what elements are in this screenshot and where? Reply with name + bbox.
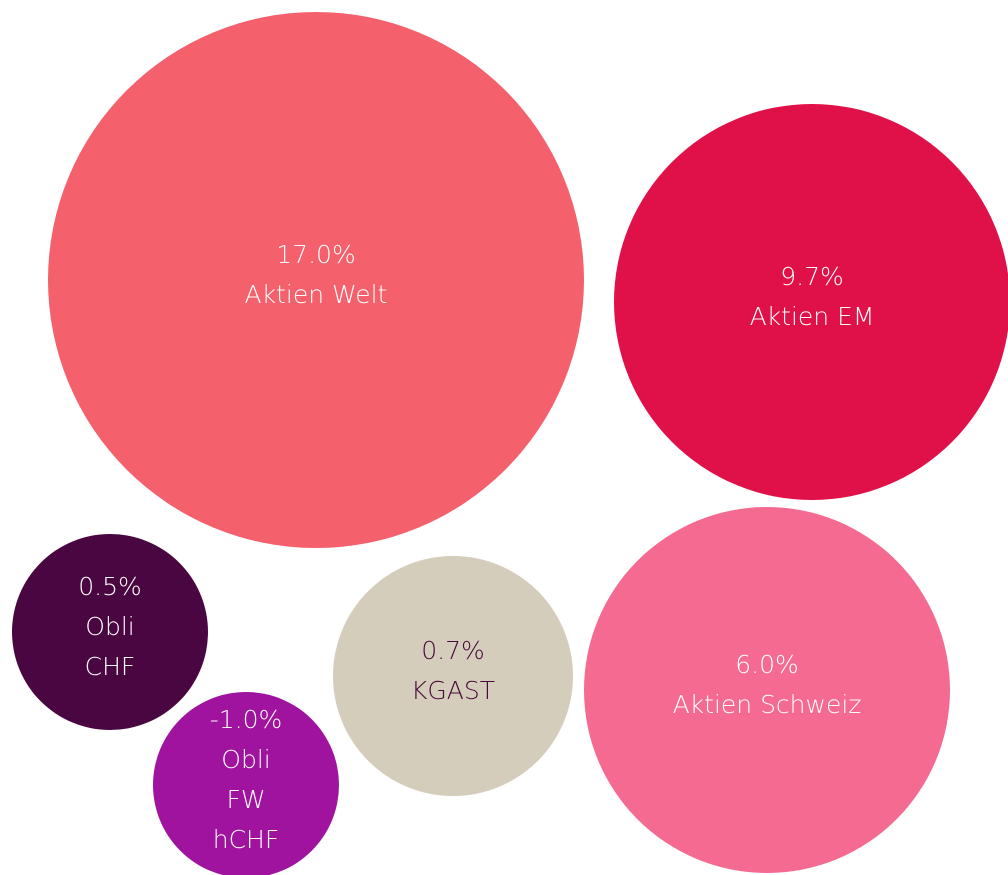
bubble-label: KGAST — [411, 676, 495, 705]
bubble — [12, 534, 208, 730]
bubble-label: Obli — [221, 745, 270, 774]
bubble-label: Obli — [85, 612, 134, 641]
bubble — [333, 556, 573, 796]
value-label: 0.5% — [78, 572, 142, 601]
value-label: 9.7% — [780, 262, 844, 291]
bubble-label: hCHF — [213, 825, 279, 854]
bubble — [48, 12, 584, 548]
bubble — [584, 507, 950, 873]
value-label: 6.0% — [735, 650, 799, 679]
bubble-label: CHF — [85, 652, 136, 681]
bubble-label: Aktien EM — [750, 302, 875, 331]
value-label: -1.0% — [210, 705, 283, 734]
bubble — [614, 104, 1008, 500]
bubble — [153, 692, 339, 875]
bubble-label: FW — [226, 785, 265, 814]
bubble-label: Aktien Schweiz — [673, 690, 862, 719]
value-label: 17.0% — [276, 240, 355, 269]
value-label: 0.7% — [421, 636, 485, 665]
bubble-label: Aktien Welt — [245, 280, 388, 309]
